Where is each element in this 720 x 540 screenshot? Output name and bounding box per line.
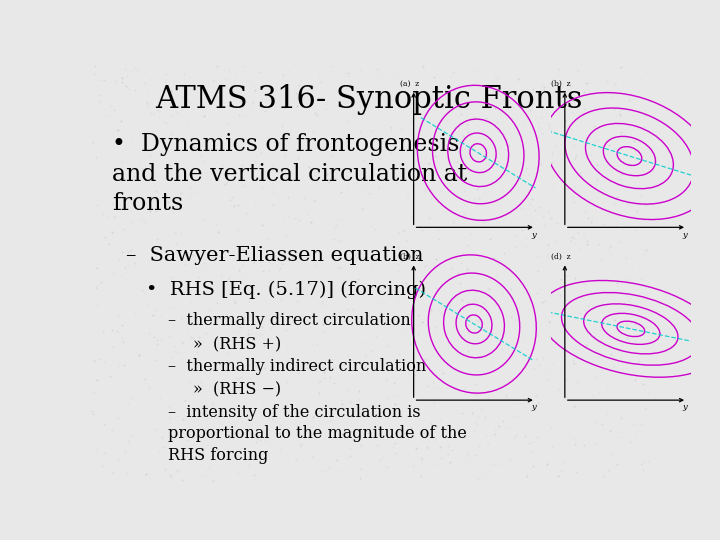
Text: (b)  z: (b) z <box>400 253 419 261</box>
Text: –  thermally direct circulation: – thermally direct circulation <box>168 312 411 329</box>
Text: (a)  z: (a) z <box>400 80 419 88</box>
Text: –  intensity of the circulation is
proportional to the magnitude of the
RHS forc: – intensity of the circulation is propor… <box>168 404 467 464</box>
Text: y: y <box>531 403 536 411</box>
Text: (b)  z: (b) z <box>551 80 570 88</box>
Text: »  (RHS −): » (RHS −) <box>193 382 282 399</box>
Text: •  RHS [Eq. (5.17)] (forcing): • RHS [Eq. (5.17)] (forcing) <box>145 281 426 299</box>
Text: »  (RHS +): » (RHS +) <box>193 336 282 353</box>
Text: (d)  z: (d) z <box>551 253 570 261</box>
Text: y: y <box>531 231 536 239</box>
Text: –  thermally indirect circulation: – thermally indirect circulation <box>168 358 426 375</box>
Text: y: y <box>683 403 687 411</box>
Text: •  Dynamics of frontogenesis
and the vertical circulation at
fronts: • Dynamics of frontogenesis and the vert… <box>112 133 467 215</box>
Text: –  Sawyer-Eliassen equation: – Sawyer-Eliassen equation <box>126 246 424 265</box>
Text: y: y <box>683 231 687 239</box>
Text: ATMS 316- Synoptic Fronts: ATMS 316- Synoptic Fronts <box>156 84 582 114</box>
